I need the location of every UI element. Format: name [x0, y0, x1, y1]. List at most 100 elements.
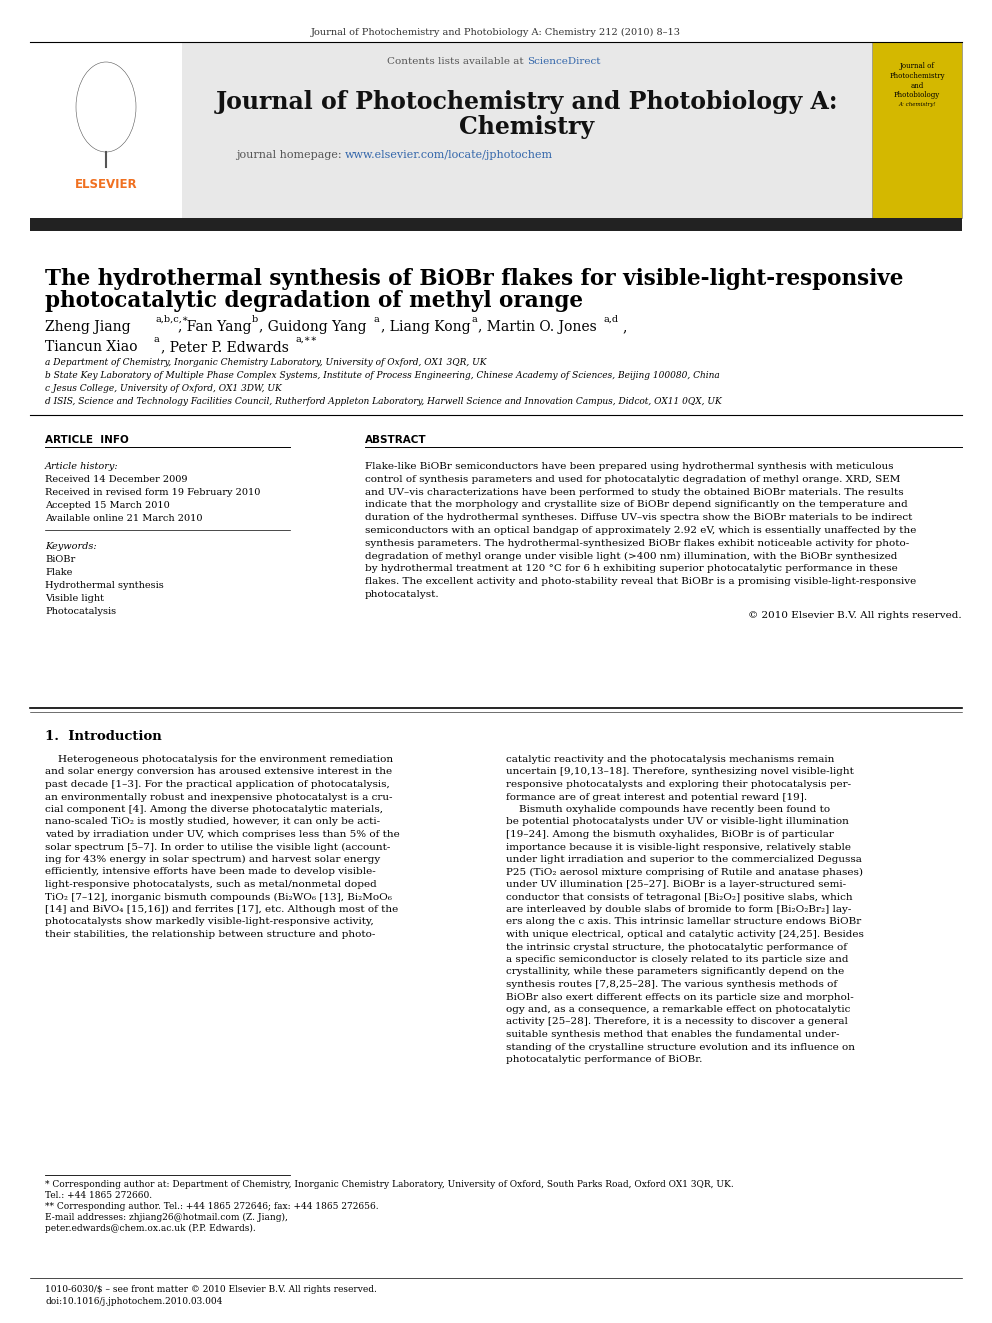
Text: a specific semiconductor is closely related to its particle size and: a specific semiconductor is closely rela…	[506, 955, 848, 964]
Text: the intrinsic crystal structure, the photocatalytic performance of: the intrinsic crystal structure, the pho…	[506, 942, 847, 951]
Text: A: chemistry!: A: chemistry!	[898, 102, 935, 107]
Text: , Martin O. Jones: , Martin O. Jones	[478, 320, 597, 333]
Text: Journal of
Photochemistry
and
Photobiology: Journal of Photochemistry and Photobiolo…	[889, 62, 944, 99]
Text: Available online 21 March 2010: Available online 21 March 2010	[45, 515, 202, 523]
Text: ing for 43% energy in solar spectrum) and harvest solar energy: ing for 43% energy in solar spectrum) an…	[45, 855, 380, 864]
Text: Accepted 15 March 2010: Accepted 15 March 2010	[45, 501, 170, 509]
Text: photocatalyst.: photocatalyst.	[365, 590, 439, 599]
Text: suitable synthesis method that enables the fundamental under-: suitable synthesis method that enables t…	[506, 1031, 839, 1039]
Text: and UV–vis characterizations have been performed to study the obtained BiOBr mat: and UV–vis characterizations have been p…	[365, 488, 904, 496]
Text: are interleaved by double slabs of bromide to form [Bi₂O₂Br₂] lay-: are interleaved by double slabs of bromi…	[506, 905, 851, 914]
Text: ELSEVIER: ELSEVIER	[74, 179, 137, 191]
Text: be potential photocatalysts under UV or visible-light illumination: be potential photocatalysts under UV or …	[506, 818, 849, 827]
Bar	[872, 42, 962, 218]
Text: a,∗∗: a,∗∗	[296, 335, 318, 344]
Text: conductor that consists of tetragonal [Bi₂O₂] positive slabs, which: conductor that consists of tetragonal [B…	[506, 893, 853, 901]
Text: Zheng Jiang: Zheng Jiang	[45, 320, 131, 333]
Text: Contents lists available at: Contents lists available at	[387, 57, 527, 66]
Text: * Corresponding author at: Department of Chemistry, Inorganic Chemistry Laborato: * Corresponding author at: Department of…	[45, 1180, 734, 1189]
Text: Bismuth oxyhalide compounds have recently been found to: Bismuth oxyhalide compounds have recentl…	[506, 804, 830, 814]
Text: duration of the hydrothermal syntheses. Diffuse UV–vis spectra show the BiOBr ma: duration of the hydrothermal syntheses. …	[365, 513, 913, 523]
Text: [19–24]. Among the bismuth oxyhalides, BiOBr is of particular: [19–24]. Among the bismuth oxyhalides, B…	[506, 830, 834, 839]
Text: degradation of methyl orange under visible light (>400 nm) illumination, with th: degradation of methyl orange under visib…	[365, 552, 898, 561]
Text: Received in revised form 19 February 2010: Received in revised form 19 February 201…	[45, 488, 260, 497]
Text: ers along the c axis. This intrinsic lamellar structure endows BiOBr: ers along the c axis. This intrinsic lam…	[506, 917, 861, 926]
Text: standing of the crystalline structure evolution and its influence on: standing of the crystalline structure ev…	[506, 1043, 855, 1052]
Text: b: b	[252, 315, 258, 324]
Text: uncertain [9,10,13–18]. Therefore, synthesizing novel visible-light: uncertain [9,10,13–18]. Therefore, synth…	[506, 767, 854, 777]
Text: formance are of great interest and potential reward [19].: formance are of great interest and poten…	[506, 792, 807, 802]
Text: solar spectrum [5–7]. In order to utilise the visible light (account-: solar spectrum [5–7]. In order to utilis…	[45, 843, 391, 852]
Text: d ISIS, Science and Technology Facilities Council, Rutherford Appleton Laborator: d ISIS, Science and Technology Facilitie…	[45, 397, 722, 406]
Text: photocatalytic performance of BiOBr.: photocatalytic performance of BiOBr.	[506, 1054, 702, 1064]
Text: © 2010 Elsevier B.V. All rights reserved.: © 2010 Elsevier B.V. All rights reserved…	[748, 611, 962, 619]
Text: synthesis parameters. The hydrothermal-synthesized BiOBr flakes exhibit noticeab: synthesis parameters. The hydrothermal-s…	[365, 538, 910, 548]
Text: flakes. The excellent activity and photo-stability reveal that BiOBr is a promis: flakes. The excellent activity and photo…	[365, 577, 917, 586]
Text: ** Corresponding author. Tel.: +44 1865 272646; fax: +44 1865 272656.: ** Corresponding author. Tel.: +44 1865 …	[45, 1203, 379, 1211]
Text: a,b,c,∗: a,b,c,∗	[155, 315, 188, 324]
Text: efficiently, intensive efforts have been made to develop visible-: efficiently, intensive efforts have been…	[45, 868, 376, 877]
Text: Keywords:: Keywords:	[45, 542, 96, 550]
Text: ogy and, as a consequence, a remarkable effect on photocatalytic: ogy and, as a consequence, a remarkable …	[506, 1005, 850, 1013]
Text: crystallinity, while these parameters significantly depend on the: crystallinity, while these parameters si…	[506, 967, 844, 976]
Text: Flake: Flake	[45, 568, 72, 577]
Text: journal homepage:: journal homepage:	[236, 149, 345, 160]
Text: doi:10.1016/j.jphotochem.2010.03.004: doi:10.1016/j.jphotochem.2010.03.004	[45, 1297, 222, 1306]
Text: a: a	[154, 335, 160, 344]
Text: P25 (TiO₂ aerosol mixture comprising of Rutile and anatase phases): P25 (TiO₂ aerosol mixture comprising of …	[506, 868, 863, 877]
Text: TiO₂ [7–12], inorganic bismuth compounds (Bi₂WO₆ [13], Bi₂MoO₆: TiO₂ [7–12], inorganic bismuth compounds…	[45, 893, 392, 902]
Text: [14] and BiVO₄ [15,16]) and ferrites [17], etc. Although most of the: [14] and BiVO₄ [15,16]) and ferrites [17…	[45, 905, 398, 914]
Text: Article history:: Article history:	[45, 462, 119, 471]
Bar	[30, 218, 962, 232]
Text: The hydrothermal synthesis of BiOBr flakes for visible-light-responsive: The hydrothermal synthesis of BiOBr flak…	[45, 269, 904, 290]
Bar	[182, 42, 872, 218]
Text: ScienceDirect: ScienceDirect	[527, 57, 600, 66]
Text: , Guidong Yang: , Guidong Yang	[259, 320, 366, 333]
Text: E-mail addresses: zhjiang26@hotmail.com (Z. Jiang),: E-mail addresses: zhjiang26@hotmail.com …	[45, 1213, 288, 1222]
Bar	[30, 42, 182, 218]
Text: BiOBr: BiOBr	[45, 556, 75, 564]
Text: BiOBr also exert different effects on its particle size and morphol-: BiOBr also exert different effects on it…	[506, 992, 854, 1002]
Text: control of synthesis parameters and used for photocatalytic degradation of methy: control of synthesis parameters and used…	[365, 475, 901, 484]
Text: photocatalytic degradation of methyl orange: photocatalytic degradation of methyl ora…	[45, 290, 583, 312]
Text: catalytic reactivity and the photocatalysis mechanisms remain: catalytic reactivity and the photocataly…	[506, 755, 834, 763]
Text: ARTICLE  INFO: ARTICLE INFO	[45, 435, 129, 445]
Text: light-responsive photocatalysts, such as metal/nonmetal doped: light-responsive photocatalysts, such as…	[45, 880, 377, 889]
Text: a: a	[471, 315, 477, 324]
Text: Chemistry: Chemistry	[459, 115, 594, 139]
Text: past decade [1–3]. For the practical application of photocatalysis,: past decade [1–3]. For the practical app…	[45, 781, 390, 789]
Text: importance because it is visible-light responsive, relatively stable: importance because it is visible-light r…	[506, 843, 851, 852]
Text: ABSTRACT: ABSTRACT	[365, 435, 427, 445]
Text: ,: ,	[622, 320, 626, 333]
Text: under light irradiation and superior to the commercialized Degussa: under light irradiation and superior to …	[506, 855, 862, 864]
Text: a: a	[374, 315, 380, 324]
Text: , Peter P. Edwards: , Peter P. Edwards	[161, 340, 289, 355]
Text: and solar energy conversion has aroused extensive interest in the: and solar energy conversion has aroused …	[45, 767, 392, 777]
Text: Photocatalysis: Photocatalysis	[45, 607, 116, 617]
Text: Heterogeneous photocatalysis for the environment remediation: Heterogeneous photocatalysis for the env…	[45, 755, 393, 763]
Text: c Jesus College, University of Oxford, OX1 3DW, UK: c Jesus College, University of Oxford, O…	[45, 384, 282, 393]
Text: Tiancun Xiao: Tiancun Xiao	[45, 340, 138, 355]
Text: 1.  Introduction: 1. Introduction	[45, 730, 162, 744]
Text: cial component [4]. Among the diverse photocatalytic materials,: cial component [4]. Among the diverse ph…	[45, 804, 383, 814]
Text: responsive photocatalysts and exploring their photocatalysis per-: responsive photocatalysts and exploring …	[506, 781, 851, 789]
Text: Received 14 December 2009: Received 14 December 2009	[45, 475, 187, 484]
Text: , Fan Yang: , Fan Yang	[178, 320, 252, 333]
Text: Visible light: Visible light	[45, 594, 104, 603]
Text: a Department of Chemistry, Inorganic Chemistry Laboratory, University of Oxford,: a Department of Chemistry, Inorganic Che…	[45, 359, 486, 366]
Text: an environmentally robust and inexpensive photocatalyst is a cru-: an environmentally robust and inexpensiv…	[45, 792, 393, 802]
Text: by hydrothermal treatment at 120 °C for 6 h exhibiting superior photocatalytic p: by hydrothermal treatment at 120 °C for …	[365, 565, 898, 573]
Text: a,d: a,d	[604, 315, 619, 324]
Text: activity [25–28]. Therefore, it is a necessity to discover a general: activity [25–28]. Therefore, it is a nec…	[506, 1017, 848, 1027]
Text: nano-scaled TiO₂ is mostly studied, however, it can only be acti-: nano-scaled TiO₂ is mostly studied, howe…	[45, 818, 380, 827]
Text: www.elsevier.com/locate/jphotochem: www.elsevier.com/locate/jphotochem	[345, 149, 554, 160]
Text: with unique electrical, optical and catalytic activity [24,25]. Besides: with unique electrical, optical and cata…	[506, 930, 864, 939]
Text: Journal of Photochemistry and Photobiology A: Chemistry 212 (2010) 8–13: Journal of Photochemistry and Photobiolo…	[311, 28, 681, 37]
Text: their stabilities, the relationship between structure and photo-: their stabilities, the relationship betw…	[45, 930, 375, 939]
Text: synthesis routes [7,8,25–28]. The various synthesis methods of: synthesis routes [7,8,25–28]. The variou…	[506, 980, 837, 990]
Text: b State Key Laboratory of Multiple Phase Complex Systems, Institute of Process E: b State Key Laboratory of Multiple Phase…	[45, 370, 720, 380]
Text: , Liang Kong: , Liang Kong	[381, 320, 470, 333]
Text: under UV illumination [25–27]. BiOBr is a layer-structured semi-: under UV illumination [25–27]. BiOBr is …	[506, 880, 846, 889]
Text: Hydrothermal synthesis: Hydrothermal synthesis	[45, 581, 164, 590]
Text: vated by irradiation under UV, which comprises less than 5% of the: vated by irradiation under UV, which com…	[45, 830, 400, 839]
